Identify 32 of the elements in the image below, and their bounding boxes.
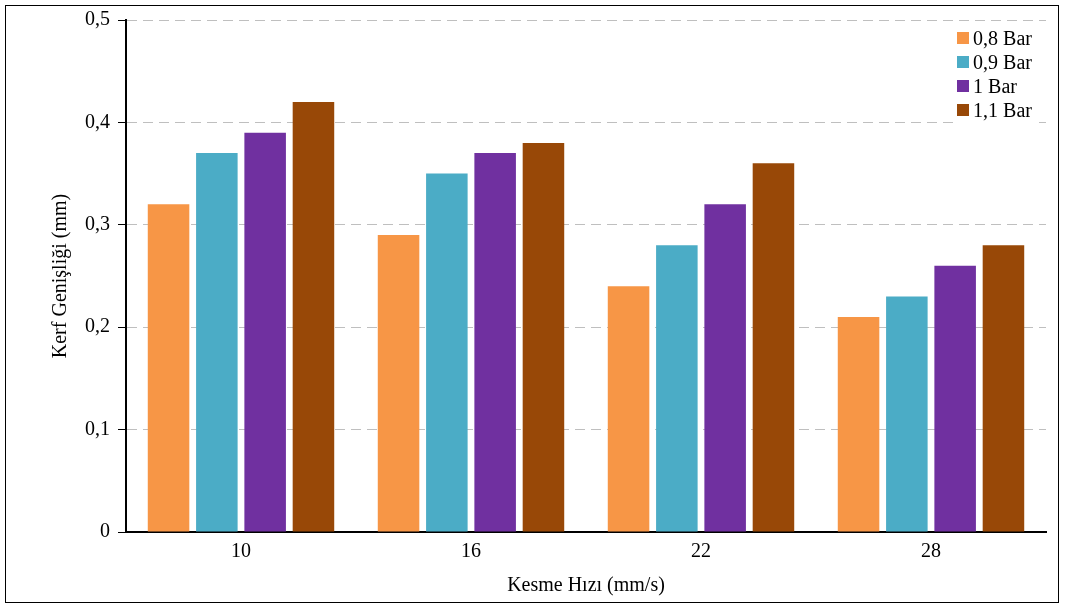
y-axis-title: Kerf Genişliği (mm) [48,193,72,359]
bar [292,101,335,532]
y-tick-label: 0 [100,519,110,542]
legend-label: 1 Bar [973,74,1017,98]
bar [147,204,190,532]
bar [752,163,795,532]
bar [934,265,976,532]
x-axis-title: Kesme Hızı (mm/s) [507,573,665,597]
y-tick-label: 0,3 [85,212,110,235]
y-tick-label: 0,5 [85,7,110,30]
bar [522,142,565,532]
x-tick-label: 10 [231,539,251,562]
x-tick-label: 22 [691,539,711,562]
bar [837,316,880,532]
bar [982,245,1025,532]
bar [607,286,650,532]
bar [196,153,238,532]
legend-label: 0,8 Bar [973,26,1032,50]
y-tick-label: 0,1 [85,416,110,439]
bar [886,296,928,532]
y-tick-label: 0,4 [85,109,110,132]
bar [377,235,420,532]
bar [244,132,286,532]
y-tick-label: 0,2 [85,314,110,337]
legend-label: 1,1 Bar [973,98,1032,122]
bar [656,245,698,532]
bar [704,204,746,532]
x-tick-label: 28 [921,539,941,562]
bar [474,153,516,532]
bar [426,173,468,532]
x-tick-label: 16 [461,539,481,562]
legend-label: 0,9 Bar [973,50,1032,74]
